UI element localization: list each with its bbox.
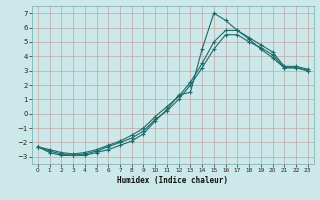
X-axis label: Humidex (Indice chaleur): Humidex (Indice chaleur) — [117, 176, 228, 185]
